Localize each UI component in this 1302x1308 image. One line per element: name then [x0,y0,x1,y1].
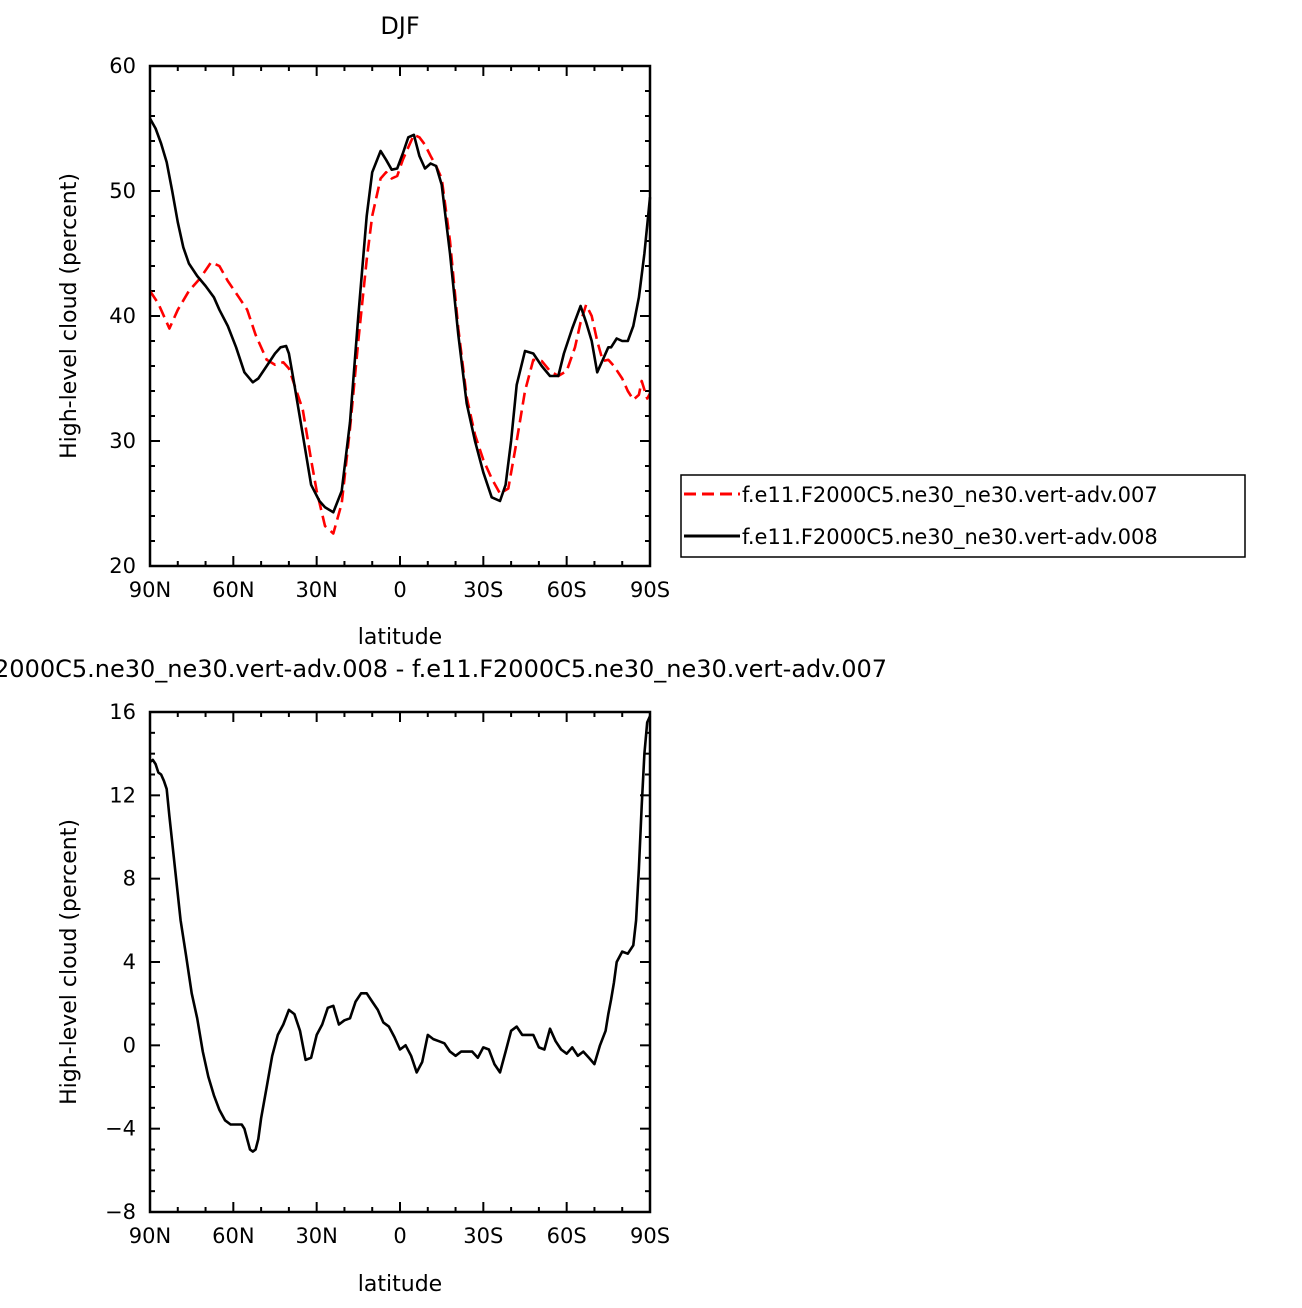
y-tick-label: 20 [109,554,136,578]
x-tick-label: 30N [295,578,337,602]
x-tick-label: 30S [463,578,503,602]
x-tick-label: 0 [393,1224,406,1248]
x-tick-label: 90N [129,578,171,602]
bottom-chart-title: f.e11.F2000C5.ne30_ne30.vert-adv.008 - f… [0,655,887,683]
y-tick-label: 50 [109,179,136,203]
y-tick-label: 4 [123,950,136,974]
top-chart-panel: DJF latitude High-level cloud (percent) … [57,12,670,650]
x-tick-label: 0 [393,578,406,602]
series-line-0-1 [148,117,652,514]
y-tick-label: −8 [105,1200,136,1224]
legend-box [680,474,1246,558]
x-tick-label: 90S [630,1224,670,1248]
top-chart-frame [148,64,652,568]
y-tick-label: 60 [109,54,136,78]
top-chart-x-axis-label: latitude [358,625,442,650]
bottom-chart-axes: 90N 60N 30N 0 30S 60S 90S −8 −4 0 4 8 12 16 [105,700,670,1248]
y-tick-label: 0 [123,1033,136,1057]
bottom-chart-frame [148,710,652,1214]
top-chart-legend: f.e11.F2000C5.ne30_ne30.vert-adv.007 f.e… [680,474,1246,558]
top-chart-axes: 90N 60N 30N 0 30S 60S 90S 20 30 40 50 60 [109,54,670,602]
y-tick-label: 30 [109,429,136,453]
x-tick-label: 60S [547,578,587,602]
series-line-0-0 [148,133,652,535]
y-tick-label: −4 [105,1117,136,1141]
y-tick-label: 8 [123,867,136,891]
y-tick-label: 16 [109,700,136,724]
x-tick-label: 60N [212,578,254,602]
x-tick-label: 30N [295,1224,337,1248]
bottom-chart-y-axis-label: High-level cloud (percent) [57,819,82,1105]
y-tick-label: 12 [109,783,136,807]
x-tick-label: 30S [463,1224,503,1248]
x-tick-label: 90N [129,1224,171,1248]
x-tick-label: 60S [547,1224,587,1248]
bottom-chart-series [149,715,652,1153]
bottom-chart-x-axis-label: latitude [358,1272,442,1297]
legend-label-series-007: f.e11.F2000C5.ne30_ne30.vert-adv.007 [742,483,1158,508]
bottom-chart-panel: f.e11.F2000C5.ne30_ne30.vert-adv.008 - f… [0,655,887,1297]
top-chart-series [148,117,652,535]
x-tick-label: 60N [212,1224,254,1248]
x-tick-label: 90S [630,578,670,602]
series-line-1-0 [149,715,652,1153]
top-chart-y-axis-label: High-level cloud (percent) [57,173,82,459]
y-tick-label: 40 [109,304,136,328]
top-chart-title: DJF [380,12,419,40]
legend-label-series-008: f.e11.F2000C5.ne30_ne30.vert-adv.008 [742,525,1158,550]
